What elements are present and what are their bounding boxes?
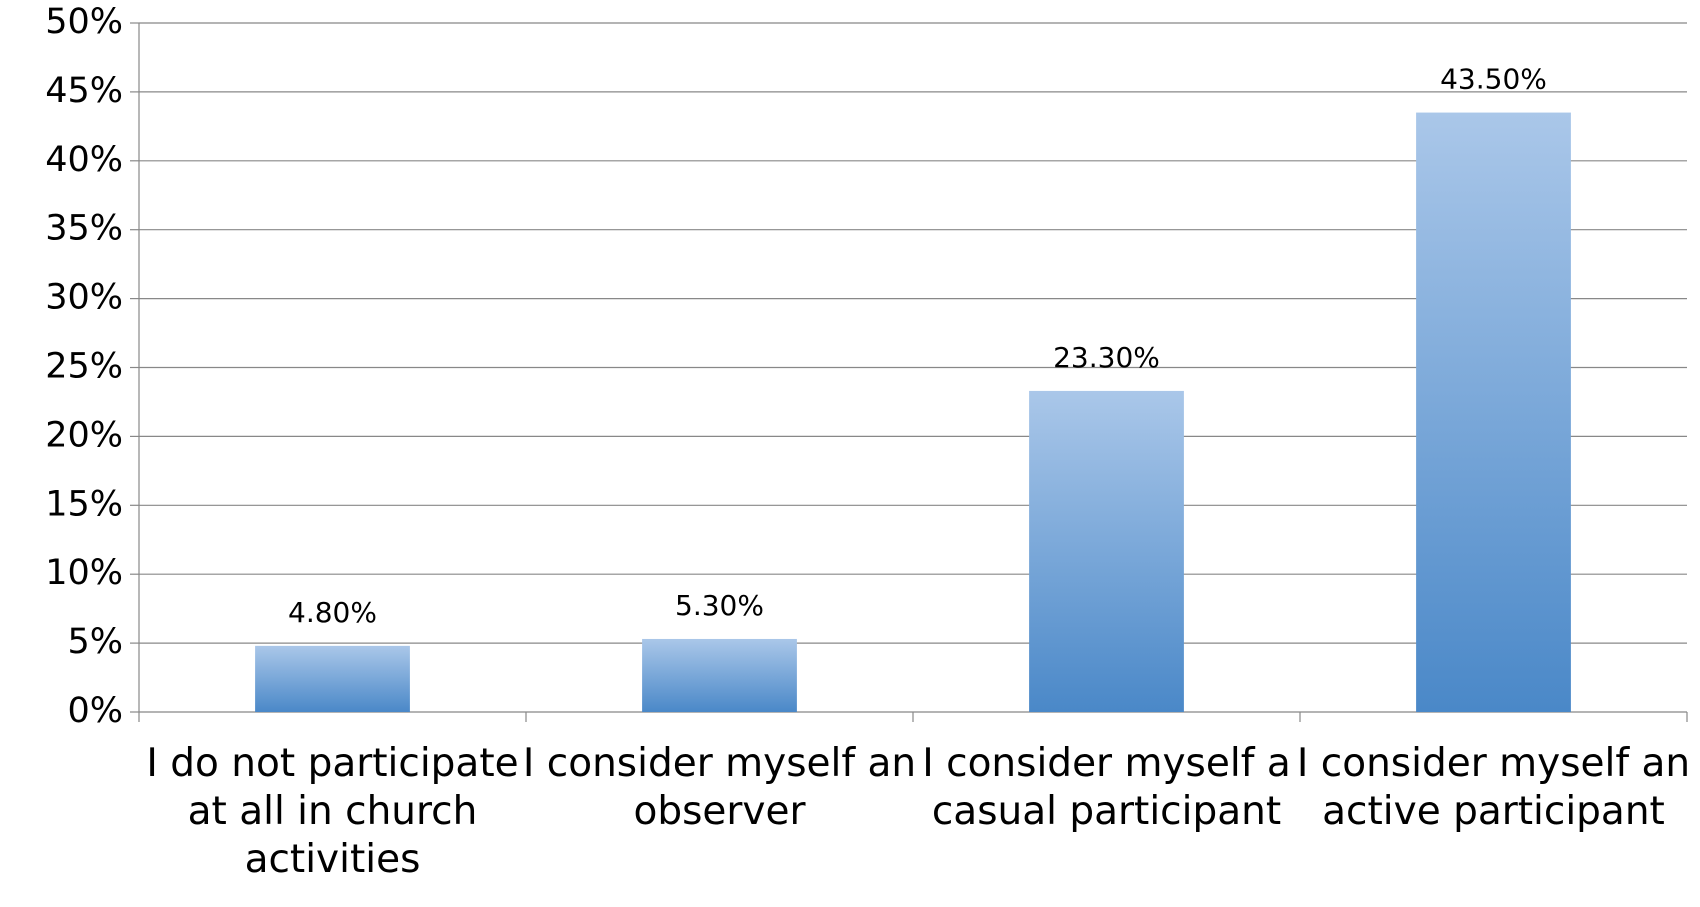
x-tick-label: I consider myself an observer (522, 741, 917, 834)
bar (1416, 112, 1571, 712)
bar (642, 638, 797, 712)
y-tick-label: 20% (45, 415, 123, 455)
y-tick-label: 0% (67, 691, 123, 731)
x-tick-label: I do not participate at all in church ac… (146, 741, 519, 882)
y-tick-label: 45% (45, 71, 123, 111)
y-tick-label: 25% (45, 347, 123, 387)
y-tick-label: 30% (45, 278, 123, 318)
y-tick-label: 35% (45, 209, 123, 249)
data-label: 43.50% (1440, 63, 1547, 96)
data-label: 5.30% (675, 589, 764, 622)
x-tick-label: I consider myself a casual participant (922, 741, 1291, 834)
data-label: 4.80% (288, 596, 377, 629)
y-tick-label: 10% (45, 553, 123, 593)
y-tick-label: 50% (45, 2, 123, 42)
bar (1029, 390, 1184, 712)
y-tick-label: 15% (45, 484, 123, 524)
data-label: 23.30% (1053, 341, 1160, 374)
y-tick-label: 40% (45, 140, 123, 180)
x-tick-label: I consider myself an active participant (1296, 741, 1691, 834)
y-tick-label: 5% (67, 622, 123, 662)
bar (255, 645, 410, 712)
